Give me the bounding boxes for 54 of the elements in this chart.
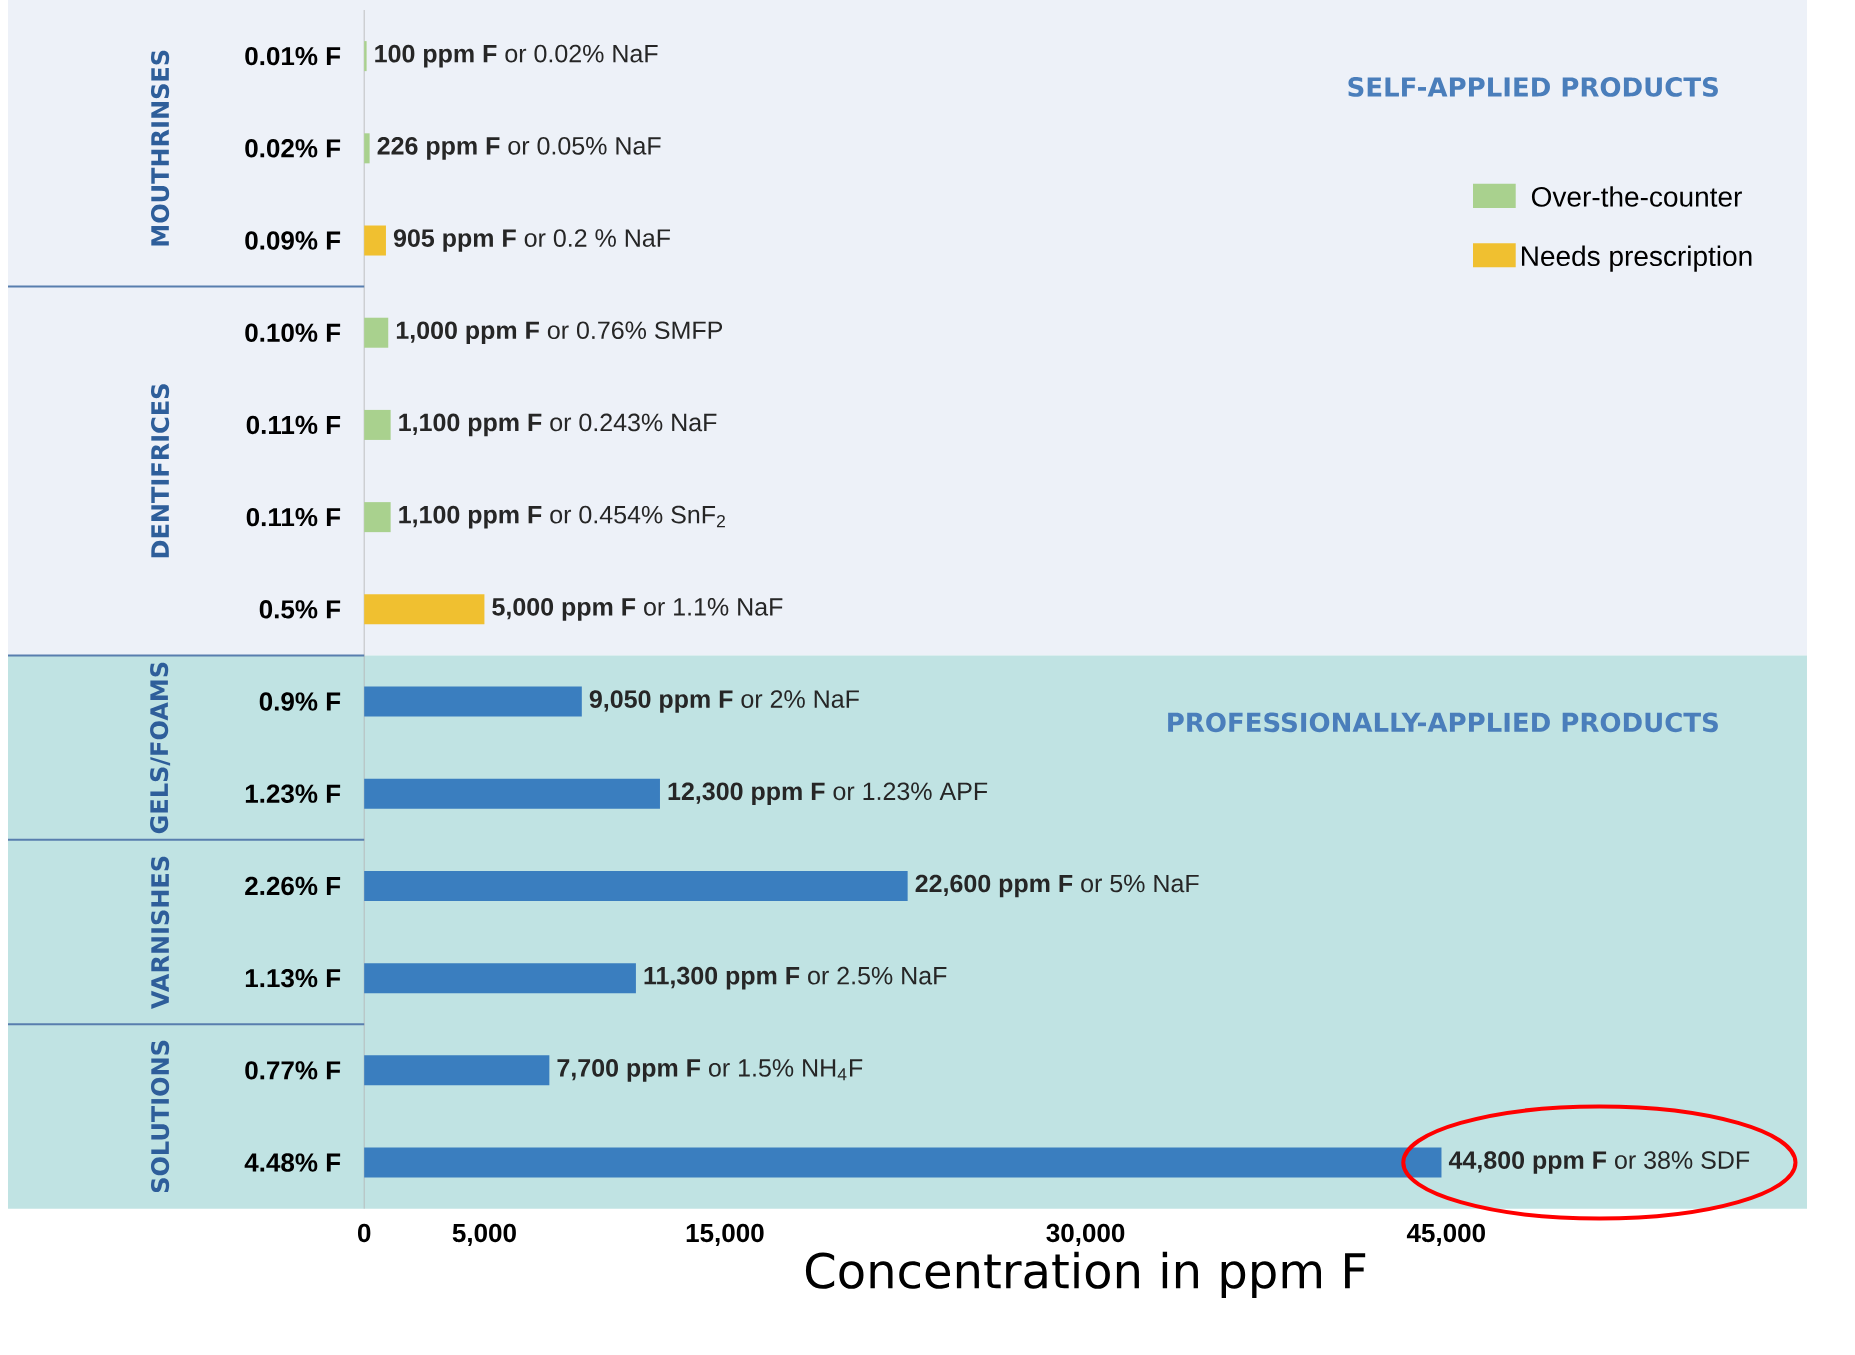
y-tick-label: 2.26% F [245, 876, 341, 896]
band-label: SELF-APPLIED PRODUCTS [1348, 77, 1718, 97]
x-tick-label: 45,000 [1406, 1223, 1485, 1247]
data-label: 22,600 ppm F or 5% NaF [915, 874, 1199, 898]
data-label: 44,800 ppm F or 38% SDF [1448, 1151, 1750, 1175]
y-tick-label: 0.11% F [246, 415, 341, 435]
bar [364, 1147, 1442, 1178]
x-tick-label: 0 [358, 1223, 371, 1243]
data-label: 5,000 ppm F or 1.1% NaF [492, 598, 783, 621]
bar [364, 410, 391, 441]
data-label: 7,700 ppm F or 1.5% NH$_{4}$F [557, 1059, 863, 1082]
data-label: 11,300 ppm F or 2.5% NaF [644, 966, 947, 990]
bar [364, 133, 370, 164]
text: DENTIFRICES [151, 384, 170, 558]
bar [364, 41, 367, 72]
y-tick-label: 0.10% F [245, 323, 341, 343]
data-label: 226 ppm F or 0.05% NaF [377, 137, 661, 160]
bar [364, 317, 389, 348]
x-tick-label: 15,000 [686, 1223, 764, 1247]
text: MOUTHRINSES [151, 50, 170, 246]
text: SOLUTIONS [151, 1040, 170, 1193]
data-label: 1,100 ppm F or 0.454% SnF$_{2}$ [399, 505, 725, 529]
text: GELS/FOAMS [150, 662, 171, 834]
x-tick-label: 30,000 [1046, 1223, 1125, 1247]
y-tick-label: 4.48% F [244, 1153, 341, 1172]
data-label: 12,300 ppm F or 1.23% APF [668, 782, 988, 806]
y-tick-label: 0.11% F [246, 508, 341, 527]
bar [364, 502, 391, 533]
data-label: 1,000 ppm F or 0.76% SMFP [396, 321, 723, 345]
bar [364, 594, 485, 625]
bar [364, 778, 660, 809]
data-label: 905 ppm F or 0.2 % NaF [393, 229, 671, 252]
legend-label: Needs prescription [1522, 245, 1752, 272]
bar [364, 871, 908, 902]
data-label: 1,100 ppm F or 0.243% NaF [399, 413, 717, 437]
y-tick-label: 0.01% F [245, 47, 341, 66]
y-tick-label: 0.5% F [259, 600, 341, 619]
y-tick-label: 0.77% F [245, 1061, 341, 1080]
y-tick-label: 0.9% F [259, 692, 341, 711]
bar [364, 963, 636, 994]
data-label: 9,050 ppm F or 2% NaF [589, 690, 859, 713]
x-tick-label: 5,000 [452, 1223, 516, 1247]
data-label: 100 ppm F or 0.02% NaF [375, 44, 658, 68]
y-tick-label: 0.02% F [245, 139, 341, 158]
bar [364, 686, 582, 717]
x-axis-title: Concentration in ppm F [805, 1251, 1366, 1299]
band-label: PROFESSIONALLY-APPLIED PRODUCTS [1168, 712, 1718, 733]
y-tick-label: 1.23% F [245, 784, 341, 804]
text: VARNISHES [151, 856, 170, 1010]
bar [364, 1055, 550, 1086]
y-tick-label: 1.13% F [245, 969, 341, 988]
y-tick-label: 0.09% F [245, 231, 341, 250]
legend-label: Over-the-counter [1531, 186, 1742, 207]
bar [364, 225, 386, 256]
